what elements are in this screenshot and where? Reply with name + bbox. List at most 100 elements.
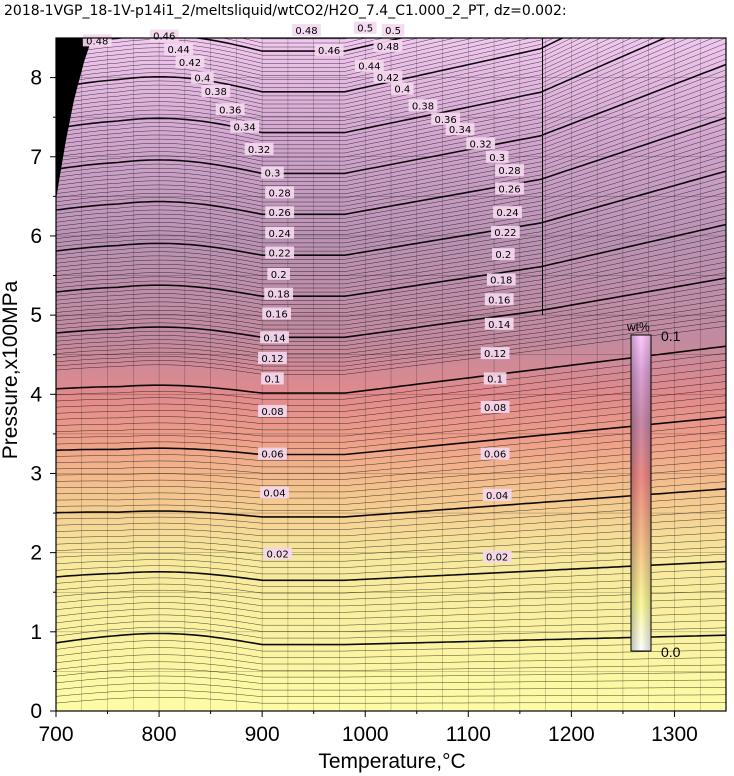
contour-line <box>56 38 702 146</box>
contour-line <box>56 208 726 285</box>
contour-line <box>56 38 714 150</box>
contour-line <box>56 38 420 56</box>
chart-title: 2018-1VGP_18-1V-p14i1_2/meltsliquid/wtCO… <box>4 3 567 19</box>
contour-line <box>56 38 456 64</box>
contour-label-bg <box>482 550 512 563</box>
contour-label-bg <box>230 120 260 133</box>
y-tick-label: 8 <box>30 67 42 90</box>
contour-line <box>56 149 726 240</box>
contour-line <box>56 240 726 309</box>
contour-label: 0.38 <box>201 85 231 98</box>
contour-label: 0.42 <box>175 55 205 69</box>
contour-label-text: 0.36 <box>434 115 456 126</box>
contour-line <box>56 38 633 121</box>
contour-line <box>56 495 726 524</box>
contour-line <box>56 122 726 219</box>
contour-line <box>56 374 726 418</box>
contour-label: 0.2 <box>267 267 290 281</box>
contour-label: 0.3 <box>261 166 284 180</box>
contour-label-text: 0.04 <box>486 491 508 502</box>
contour-line-major <box>56 488 726 518</box>
contour-label: 0.28 <box>265 186 295 199</box>
contour-line <box>56 668 726 678</box>
contour-line <box>56 315 726 367</box>
colorbar: wt% 0.1 0.0 <box>626 320 681 660</box>
contour-line <box>56 597 726 613</box>
contour-label: 0.14 <box>484 317 514 331</box>
contour-lines <box>56 38 726 704</box>
contour-label-bg <box>484 293 514 306</box>
contour-label-bg <box>353 21 377 34</box>
contour-line <box>56 186 726 268</box>
contour-label-bg <box>482 488 512 501</box>
contour-label-text: 0.04 <box>263 488 285 499</box>
contour-label-bg <box>258 351 287 364</box>
contour-label: 0.28 <box>495 164 524 177</box>
contour-line <box>56 445 726 480</box>
contour-line <box>56 256 726 322</box>
contour-line <box>56 38 475 68</box>
contour-line <box>257 38 350 40</box>
contour-line-major <box>56 632 726 646</box>
contour-label-text: 0.02 <box>486 553 508 564</box>
contour-label: 0.48 <box>373 39 403 53</box>
contour-label: 0.18 <box>264 287 294 301</box>
contour-line <box>56 267 726 330</box>
contour-line <box>56 325 726 375</box>
contour-line <box>56 213 726 289</box>
contour-line <box>56 38 546 84</box>
contour-label-bg <box>483 372 507 385</box>
contour-label-bg <box>82 34 112 47</box>
contour-line <box>56 38 592 105</box>
contour-line <box>56 612 726 626</box>
colorbar-title: wt% <box>626 320 650 334</box>
contour-label-bg <box>373 70 403 83</box>
contour-line <box>56 388 726 431</box>
contour-label-bg <box>191 71 214 84</box>
contour-label-bg <box>431 112 461 125</box>
contour-line <box>56 304 726 359</box>
contour-line-major <box>56 223 726 297</box>
contour-label-text: 0.22 <box>269 249 291 260</box>
contour-line <box>56 38 385 48</box>
contour-label: 0.02 <box>482 550 512 564</box>
contour-line <box>56 144 726 235</box>
contour-label-bg <box>258 447 287 460</box>
contour-label-bg <box>495 182 524 195</box>
contour-label-bg <box>408 99 438 112</box>
contour-line <box>56 38 494 72</box>
contour-label: 0.36 <box>215 103 245 116</box>
contour-label-bg <box>354 59 384 72</box>
contour-line <box>56 38 573 97</box>
contour-line <box>56 38 654 129</box>
contour-line <box>56 176 726 260</box>
y-tick-label: 3 <box>30 462 42 485</box>
contour-label-bg <box>260 486 289 499</box>
contour-line <box>56 568 726 587</box>
contour-line <box>56 293 726 350</box>
contour-line <box>56 53 726 166</box>
contour-line <box>56 583 726 600</box>
contour-line-major <box>56 63 726 175</box>
contour-labels: 0.02 0.02 0.04 0.04 0.06 0.06 0.08 0.08 0.1 0.1 0.… <box>82 21 524 564</box>
contour-label-text: 0.18 <box>268 290 290 301</box>
contour-label: 0.16 <box>484 293 514 306</box>
contour-line <box>56 423 726 461</box>
contour-label-text: 0.2 <box>271 270 287 281</box>
x-axis-label: Temperature,°C <box>318 750 465 773</box>
contour-label-bg <box>381 24 405 37</box>
contour-label-bg <box>265 226 295 239</box>
contour-label-bg <box>201 85 231 98</box>
contour-label: 0.1 <box>483 372 507 385</box>
y-axis: 0 1 2 3 4 5 6 7 8 <box>30 67 56 723</box>
contour-line <box>56 272 726 334</box>
contour-line-major <box>56 416 726 456</box>
x-tick-label: 1000 <box>342 723 389 746</box>
contour-label: 0.16 <box>262 307 291 321</box>
contour-line <box>56 288 726 346</box>
contour-label-bg <box>485 150 509 163</box>
contour-line <box>56 539 726 562</box>
x-tick-label: 700 <box>38 723 73 746</box>
contour-label: 0.22 <box>265 246 295 260</box>
